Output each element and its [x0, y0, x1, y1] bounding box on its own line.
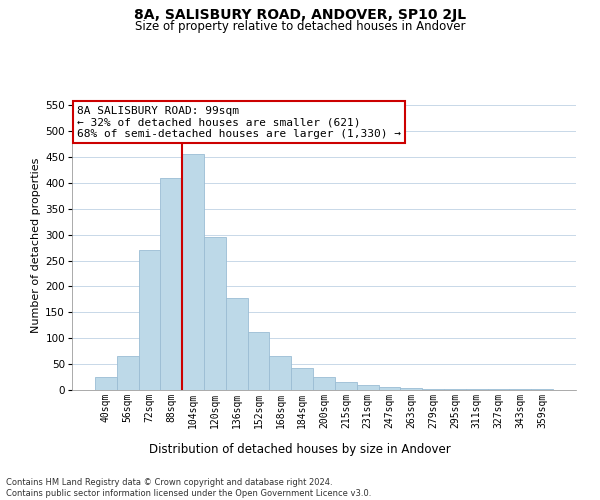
- Bar: [313, 377, 335, 390]
- Bar: [182, 154, 204, 390]
- Text: 8A, SALISBURY ROAD, ANDOVER, SP10 2JL: 8A, SALISBURY ROAD, ANDOVER, SP10 2JL: [134, 8, 466, 22]
- Bar: [204, 237, 226, 390]
- Text: Distribution of detached houses by size in Andover: Distribution of detached houses by size …: [149, 442, 451, 456]
- Bar: [335, 382, 357, 390]
- Bar: [379, 388, 400, 390]
- Text: Size of property relative to detached houses in Andover: Size of property relative to detached ho…: [135, 20, 465, 33]
- Text: Contains HM Land Registry data © Crown copyright and database right 2024.
Contai: Contains HM Land Registry data © Crown c…: [6, 478, 371, 498]
- Bar: [422, 389, 444, 390]
- Bar: [117, 356, 139, 390]
- Bar: [444, 389, 466, 390]
- Bar: [248, 332, 269, 390]
- Y-axis label: Number of detached properties: Number of detached properties: [31, 158, 41, 332]
- Bar: [139, 250, 160, 390]
- Bar: [291, 368, 313, 390]
- Bar: [357, 385, 379, 390]
- Bar: [226, 298, 248, 390]
- Text: 8A SALISBURY ROAD: 99sqm
← 32% of detached houses are smaller (621)
68% of semi-: 8A SALISBURY ROAD: 99sqm ← 32% of detach…: [77, 106, 401, 139]
- Bar: [160, 178, 182, 390]
- Bar: [95, 377, 117, 390]
- Bar: [269, 356, 291, 390]
- Bar: [400, 388, 422, 390]
